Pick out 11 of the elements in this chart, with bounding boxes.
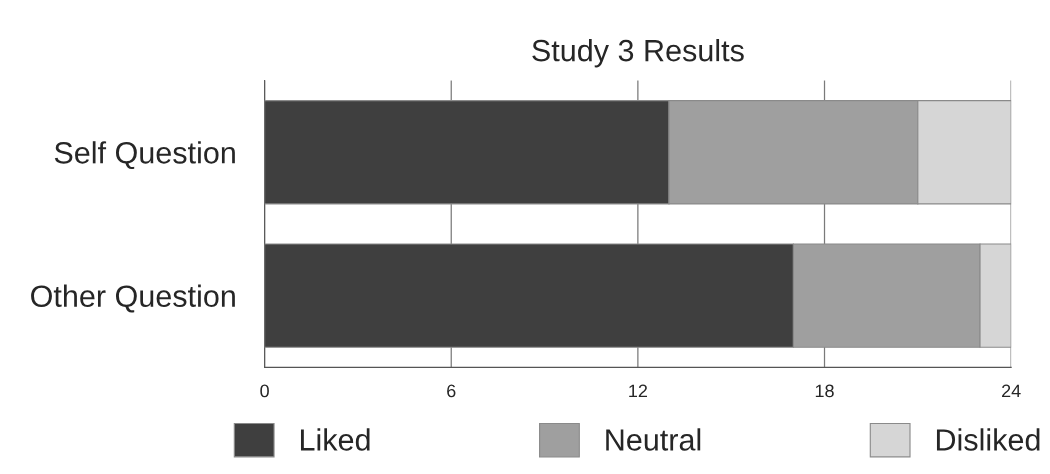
x-tick-label: 24 [1002, 384, 1021, 398]
y-tick-label: Self Question [54, 141, 235, 170]
legend-label: Liked [300, 428, 370, 451]
x-tick-label: 0 [260, 384, 269, 398]
x-tick-label: 18 [815, 384, 834, 398]
x-tick-label: 6 [447, 384, 456, 398]
x-tick-label: 12 [629, 384, 648, 398]
legend-label: Neutral [606, 428, 701, 451]
y-tick-label: Other Question [31, 284, 235, 313]
chart-title: Study 3 Results [532, 38, 744, 68]
legend-label: Disliked [936, 428, 1040, 451]
